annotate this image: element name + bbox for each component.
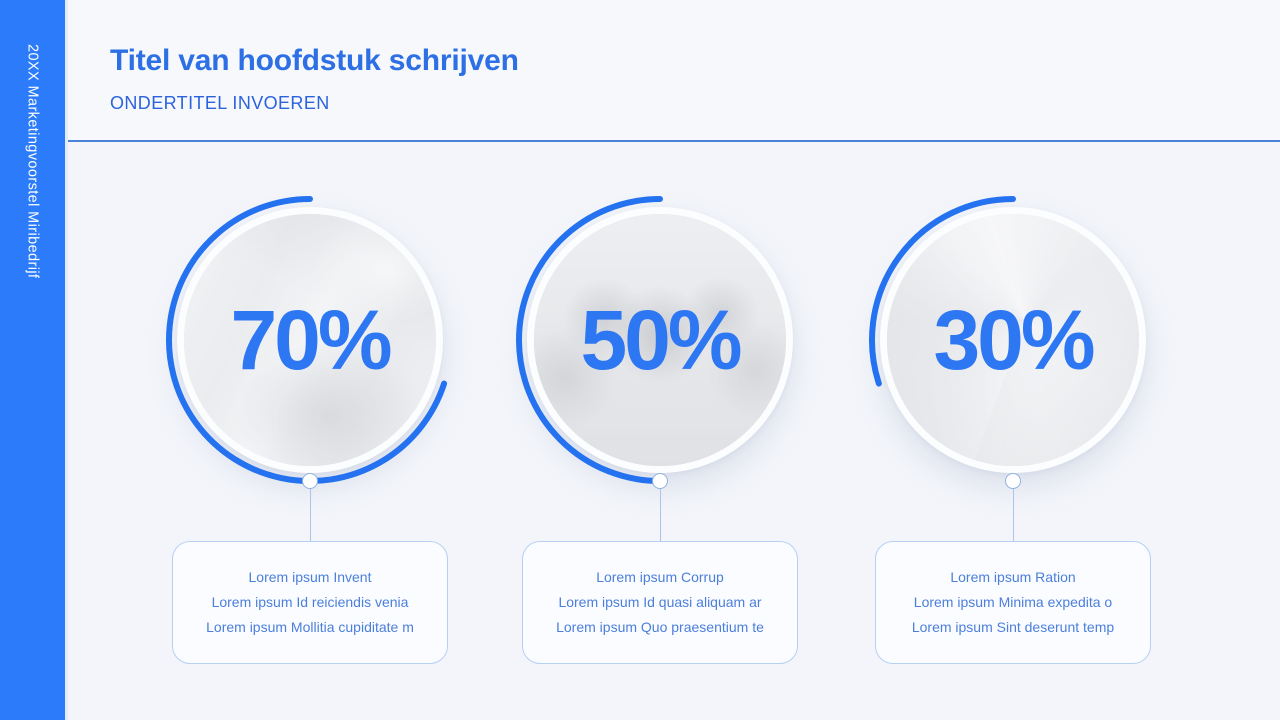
workspace-hands-photo [184,214,436,466]
percent-value-1: 70% [230,292,392,387]
left-sidebar-band: 20XX Marketingvoorstel Miribedrijf [0,0,65,720]
connector-dot-3 [1005,473,1021,489]
progress-ring-2: 50% [514,194,806,489]
description-card-1: Lorem ipsum Invent Lorem ipsum Id reicie… [172,541,448,664]
circle-photo-1: 70% [177,207,443,473]
card-line: Lorem ipsum Id quasi aliquam ar [558,594,762,610]
percent-value-2: 50% [580,292,742,387]
card-line: Lorem ipsum Quo praesentium te [556,619,764,635]
stat-column-3: 30% Lorem ipsum Ration Lorem ipsum Minim… [867,194,1159,664]
ring-arc-svg-3 [869,196,1016,387]
ring-arc-2 [516,196,663,484]
progress-ring-3: 30% [867,194,1159,489]
stat-column-2: 50% Lorem ipsum Corrup Lorem ipsum Id qu… [514,194,806,664]
card-line: Lorem ipsum Invent [248,569,372,585]
card-line: Lorem ipsum Sint deserunt temp [911,619,1115,635]
connector-dot-1 [302,473,318,489]
percent-value-3: 30% [933,292,1095,387]
circle-photo-3: 30% [880,207,1146,473]
slide-header: Titel van hoofdstuk schrijven ONDERTITEL… [110,44,519,114]
card-line: Lorem ipsum Ration [950,569,1076,585]
card-line: Lorem ipsum Id reiciendis venia [211,594,409,610]
card-line: Lorem ipsum Corrup [596,569,724,585]
connector-line-3 [1012,489,1014,541]
description-card-3: Lorem ipsum Ration Lorem ipsum Minima ex… [875,541,1151,664]
card-line: Lorem ipsum Minima expedita o [913,594,1113,610]
slide-subtitle: ONDERTITEL INVOEREN [110,93,330,113]
sidebar-vertical-label: 20XX Marketingvoorstel Miribedrijf [24,44,41,279]
card-line: Lorem ipsum Mollitia cupiditate m [206,619,414,635]
connector-line-1 [309,489,311,541]
slide-title: Titel van hoofdstuk schrijven [110,44,519,77]
circle-photo-2: 50% [527,207,793,473]
ring-arc-svg-2 [516,196,663,484]
business-meeting-photo [534,214,786,466]
ring-arc-3 [869,196,1016,387]
connector-line-2 [659,489,661,541]
header-band [68,0,1280,140]
sidebar-separator [65,0,68,720]
ring-arc-1 [166,196,448,484]
stat-column-1: 70% Lorem ipsum Invent Lorem ipsum Id re… [164,194,456,664]
connector-dot-2 [652,473,668,489]
header-divider-line [68,140,1280,142]
description-card-2: Lorem ipsum Corrup Lorem ipsum Id quasi … [522,541,798,664]
progress-ring-1: 70% [164,194,456,489]
ring-arc-svg-1 [166,196,448,484]
skyscrapers-photo [887,214,1139,466]
